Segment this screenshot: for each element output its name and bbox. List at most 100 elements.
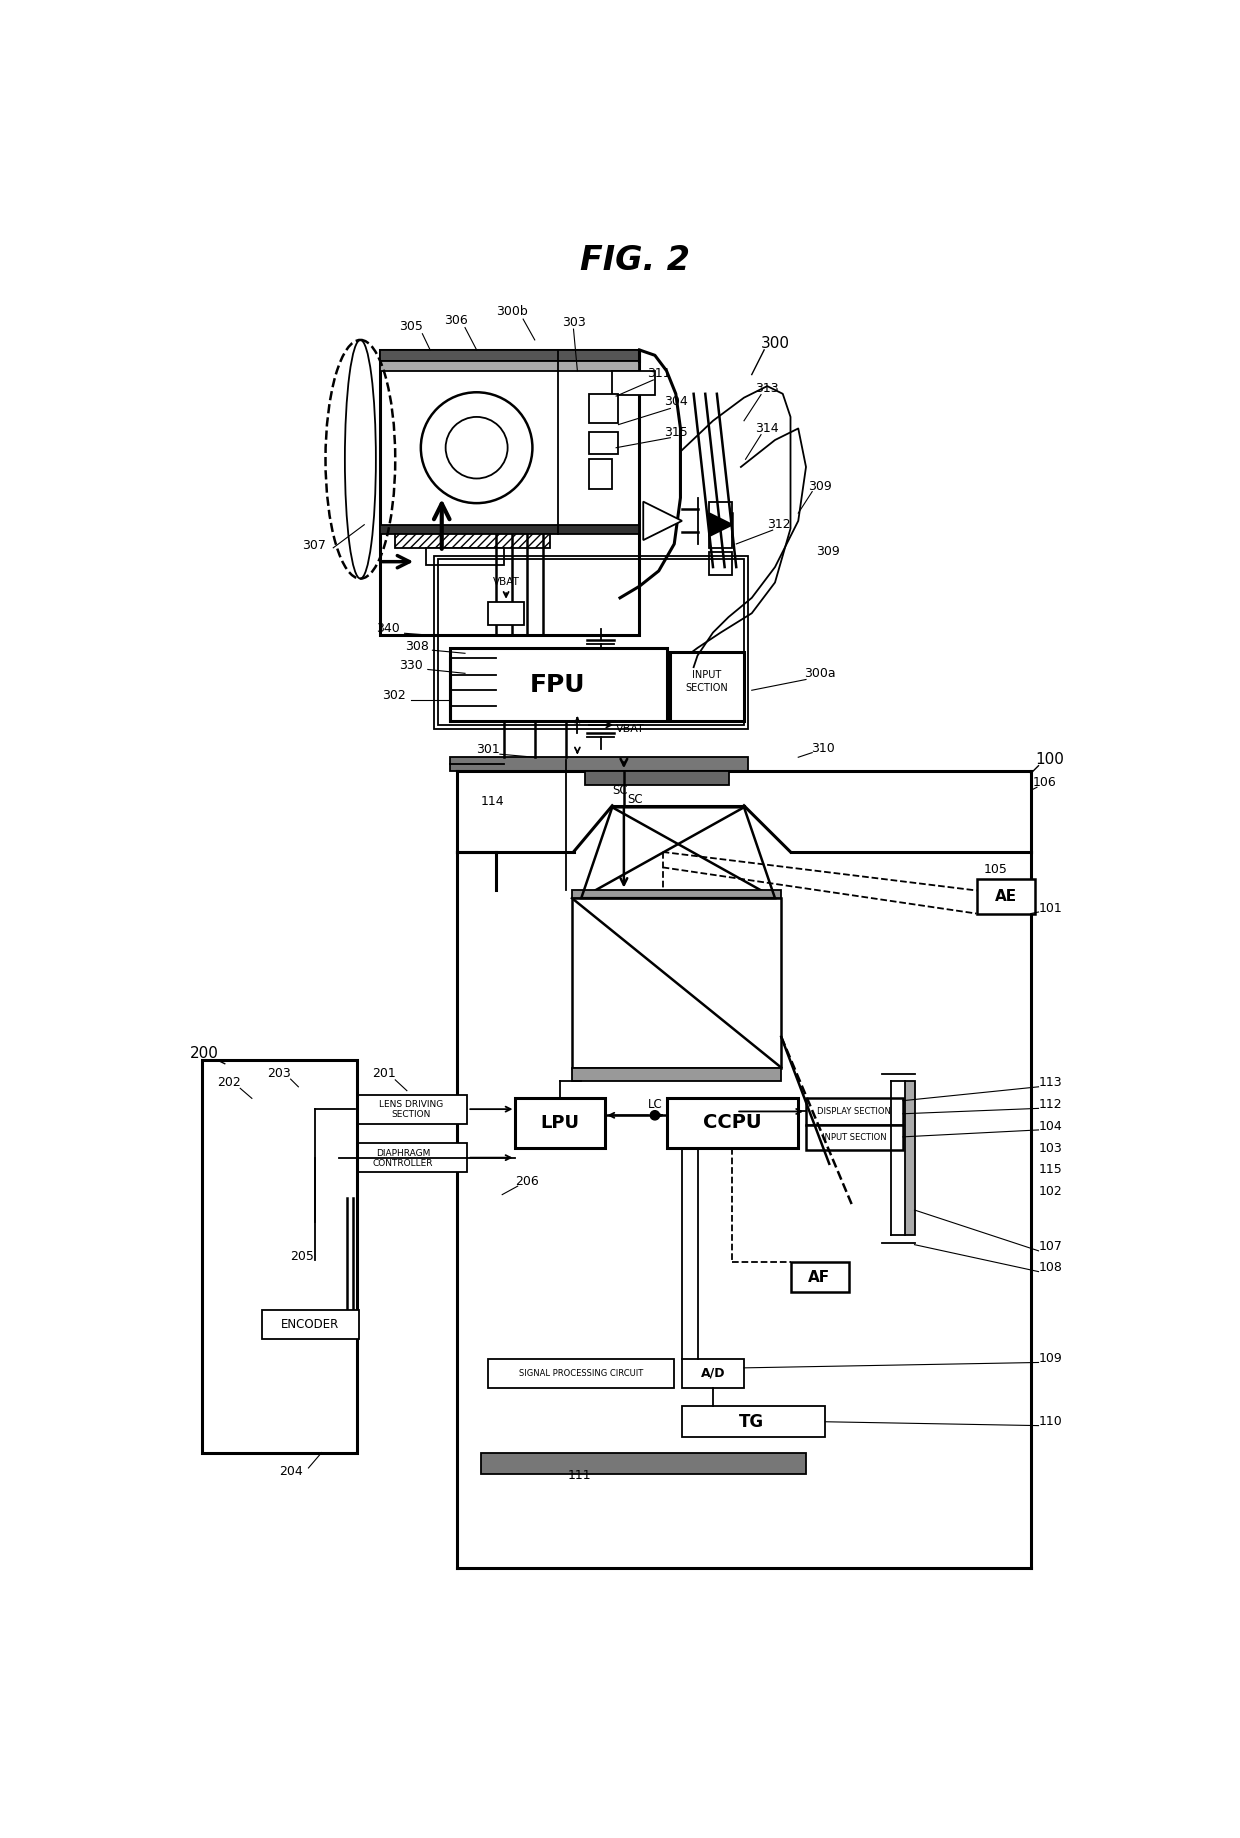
Bar xyxy=(905,1081,915,1235)
Text: 308: 308 xyxy=(405,640,429,652)
Text: 310: 310 xyxy=(811,741,835,755)
Text: LENS DRIVING: LENS DRIVING xyxy=(378,1099,443,1108)
Text: 303: 303 xyxy=(562,316,585,329)
Circle shape xyxy=(650,1110,660,1119)
Bar xyxy=(977,879,1034,913)
Text: LC: LC xyxy=(647,1097,662,1110)
Text: SIGNAL PROCESSING CIRCUIT: SIGNAL PROCESSING CIRCUIT xyxy=(520,1369,644,1378)
Circle shape xyxy=(445,417,507,478)
Bar xyxy=(589,393,619,423)
Bar xyxy=(585,772,729,785)
Text: 314: 314 xyxy=(755,423,779,436)
Text: 203: 203 xyxy=(267,1068,291,1081)
Bar xyxy=(379,524,640,535)
Text: 330: 330 xyxy=(399,660,423,673)
Text: 113: 113 xyxy=(1038,1077,1061,1090)
Bar xyxy=(379,362,640,371)
Text: 205: 205 xyxy=(290,1250,314,1263)
Bar xyxy=(516,1099,605,1149)
Text: 108: 108 xyxy=(1038,1261,1063,1274)
Text: AF: AF xyxy=(808,1270,831,1285)
Text: 102: 102 xyxy=(1038,1186,1061,1198)
Text: FPU: FPU xyxy=(531,673,585,697)
Text: 302: 302 xyxy=(382,689,405,702)
Text: SC: SC xyxy=(627,794,644,807)
Text: LPU: LPU xyxy=(541,1114,580,1132)
Text: 100: 100 xyxy=(1035,752,1065,766)
Bar xyxy=(806,1125,903,1151)
Bar xyxy=(379,349,640,360)
Text: 300: 300 xyxy=(760,336,790,351)
Text: 315: 315 xyxy=(663,426,688,439)
Text: CONTROLLER: CONTROLLER xyxy=(373,1158,433,1167)
Text: A/D: A/D xyxy=(701,1367,725,1380)
Bar xyxy=(489,601,523,625)
Bar xyxy=(355,1094,467,1123)
Text: 110: 110 xyxy=(1038,1415,1061,1428)
Text: SC: SC xyxy=(613,783,627,798)
Text: 104: 104 xyxy=(1038,1121,1061,1134)
Bar xyxy=(379,349,640,634)
Bar xyxy=(589,432,619,454)
Text: 340: 340 xyxy=(376,621,399,636)
Text: 105: 105 xyxy=(983,864,1008,877)
Text: 301: 301 xyxy=(476,743,500,755)
Polygon shape xyxy=(709,513,733,537)
Text: DISPLAY SECTION: DISPLAY SECTION xyxy=(817,1106,892,1116)
Bar xyxy=(791,1263,848,1292)
Text: AE: AE xyxy=(994,890,1017,904)
Text: 309: 309 xyxy=(808,480,832,493)
Bar xyxy=(572,890,781,899)
Text: 101: 101 xyxy=(1038,902,1061,915)
Text: 106: 106 xyxy=(1033,776,1056,789)
Bar xyxy=(201,1061,357,1452)
Bar xyxy=(709,551,733,575)
Text: INPUT: INPUT xyxy=(692,669,722,680)
Text: 300a: 300a xyxy=(804,667,836,680)
Bar xyxy=(682,1406,826,1437)
Bar xyxy=(709,502,733,548)
Text: 313: 313 xyxy=(755,382,779,395)
Text: SECTION: SECTION xyxy=(391,1110,430,1119)
Bar xyxy=(589,460,613,489)
Bar xyxy=(572,1068,781,1081)
Text: DIAPHRAGM: DIAPHRAGM xyxy=(376,1149,430,1158)
Bar xyxy=(340,1143,467,1173)
Text: 200: 200 xyxy=(190,1046,218,1061)
Bar xyxy=(671,652,744,720)
Bar xyxy=(613,371,655,395)
Text: 204: 204 xyxy=(279,1465,303,1478)
Bar xyxy=(449,649,667,720)
Text: ENCODER: ENCODER xyxy=(281,1318,339,1331)
Bar xyxy=(434,555,748,728)
Text: 306: 306 xyxy=(444,314,467,327)
Bar xyxy=(572,899,781,1068)
Text: 311: 311 xyxy=(647,366,671,379)
Text: SECTION: SECTION xyxy=(686,684,728,693)
Text: 307: 307 xyxy=(301,539,326,551)
Bar xyxy=(449,757,748,772)
Bar xyxy=(481,1452,806,1474)
Text: 115: 115 xyxy=(1038,1163,1061,1176)
Text: 309: 309 xyxy=(816,546,839,559)
Bar xyxy=(396,535,551,548)
Text: 206: 206 xyxy=(515,1174,539,1187)
Bar xyxy=(806,1099,903,1125)
Text: 300b: 300b xyxy=(496,305,527,318)
Bar xyxy=(667,1099,799,1149)
Text: 111: 111 xyxy=(568,1469,591,1481)
Text: 112: 112 xyxy=(1038,1097,1061,1110)
Text: 305: 305 xyxy=(399,320,423,333)
Bar xyxy=(262,1310,358,1340)
Polygon shape xyxy=(644,502,682,540)
Text: INPUT SECTION: INPUT SECTION xyxy=(822,1134,887,1141)
Text: 202: 202 xyxy=(217,1077,241,1090)
Circle shape xyxy=(420,391,532,504)
Text: 114: 114 xyxy=(480,796,503,809)
Text: TG: TG xyxy=(739,1413,764,1430)
Text: 312: 312 xyxy=(768,518,791,531)
Text: 201: 201 xyxy=(372,1068,396,1081)
Bar xyxy=(682,1358,744,1388)
Text: 304: 304 xyxy=(663,395,688,408)
Text: FIG. 2: FIG. 2 xyxy=(580,244,691,278)
